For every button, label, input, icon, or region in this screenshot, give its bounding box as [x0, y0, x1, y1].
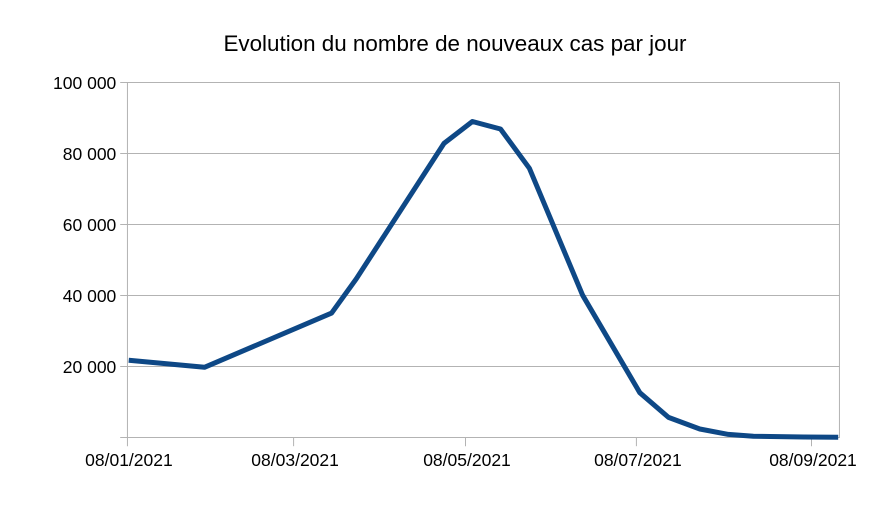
svg-text:100 000: 100 000: [53, 73, 117, 93]
svg-text:40 000: 40 000: [63, 286, 117, 306]
svg-text:20 000: 20 000: [63, 357, 117, 377]
svg-text:80 000: 80 000: [63, 144, 117, 164]
svg-text:Evolution du nombre de nouveau: Evolution du nombre de nouveaux cas par …: [223, 31, 687, 56]
svg-text:60 000: 60 000: [63, 215, 117, 235]
svg-text:08/03/2021: 08/03/2021: [251, 450, 339, 470]
svg-text:08/09/2021: 08/09/2021: [769, 450, 857, 470]
svg-text:08/01/2021: 08/01/2021: [85, 450, 173, 470]
svg-text:08/07/2021: 08/07/2021: [594, 450, 682, 470]
svg-text:08/05/2021: 08/05/2021: [423, 450, 511, 470]
